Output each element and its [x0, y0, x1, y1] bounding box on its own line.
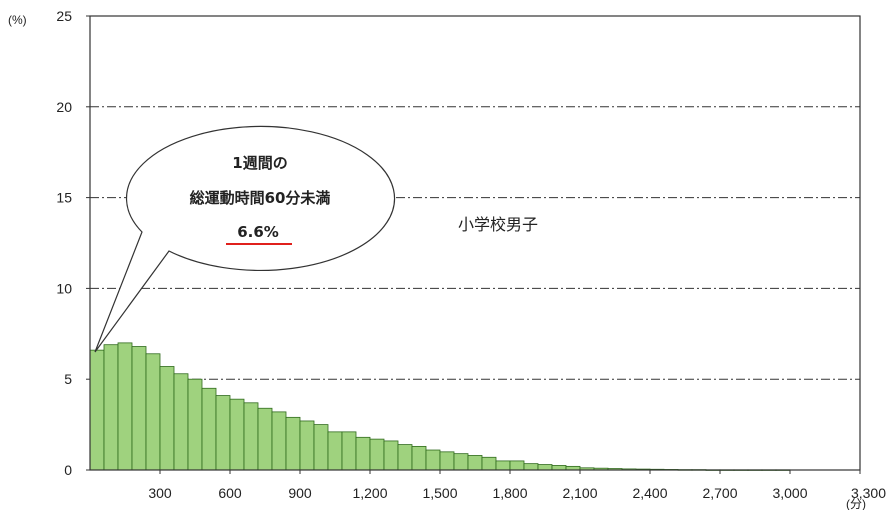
bar-5	[159, 366, 175, 471]
bar-14	[285, 416, 301, 471]
x-tick-label-5: 1,800	[492, 485, 527, 501]
bar-16	[313, 424, 329, 471]
x-tick-label-0: 300	[148, 485, 172, 501]
y-tick-labels: 0 5 10 15 20 25	[56, 8, 90, 478]
bar-23	[411, 445, 427, 471]
bar-20	[369, 438, 385, 471]
bar-30	[509, 460, 525, 471]
y-tick-label-1: 5	[64, 371, 72, 387]
bar-24	[425, 449, 441, 471]
bar-8	[201, 387, 217, 471]
bar-13	[271, 411, 287, 471]
x-tick-label-8: 2,700	[702, 485, 737, 501]
callout-bubble	[94, 125, 396, 353]
x-tick-label-10: 3,300	[851, 485, 886, 501]
bar-28	[481, 456, 497, 471]
bar-26	[453, 453, 469, 471]
x-tick-label-9: 3,000	[772, 485, 807, 501]
callout-value: 6.6%	[237, 223, 279, 241]
x-tick-label-4: 1,500	[422, 485, 457, 501]
x-tick-label-3: 1,200	[352, 485, 387, 501]
bar-7	[187, 378, 203, 471]
x-tick-labels: 300 600 900 1,200 1,500 1,800 2,100 2,400 2,700 3…	[148, 470, 886, 501]
bar-11	[243, 402, 259, 471]
y-tick-label-3: 15	[56, 190, 72, 206]
y-unit-label: (%)	[8, 13, 27, 27]
plot-frame	[89, 15, 861, 471]
bar-29	[495, 460, 511, 471]
x-tick-label-6: 2,100	[562, 485, 597, 501]
bar-2	[117, 342, 133, 471]
bar-10	[229, 398, 245, 471]
callout: 1週間の 総運動時間60分未満 6.6%	[94, 125, 396, 353]
bar-21	[383, 440, 399, 471]
bar-25	[439, 451, 455, 471]
bar-31	[523, 463, 539, 471]
bar-12	[257, 407, 273, 471]
bar-4	[145, 353, 161, 471]
bar-3	[131, 346, 147, 471]
callout-line-2: 総運動時間60分未満	[190, 189, 331, 207]
y-tick-label-2: 10	[56, 280, 72, 296]
bar-series	[89, 342, 791, 471]
bar-27	[467, 455, 483, 471]
y-tick-label-5: 25	[56, 8, 72, 24]
series-label: 小学校男子	[458, 215, 538, 234]
bar-32	[537, 464, 553, 471]
x-tick-label-7: 2,400	[632, 485, 667, 501]
bar-1	[103, 344, 119, 471]
y-tick-label-4: 20	[56, 99, 72, 115]
bar-33	[551, 465, 567, 471]
bar-6	[173, 373, 189, 471]
bar-9	[215, 395, 231, 471]
bar-0	[89, 349, 105, 471]
bar-19	[355, 436, 371, 471]
bar-18	[341, 431, 357, 471]
bar-17	[327, 431, 343, 471]
callout-line-1: 1週間の	[232, 154, 287, 172]
y-tick-label-0: 0	[64, 462, 72, 478]
grid-lines	[90, 106, 860, 380]
bar-22	[397, 444, 413, 471]
bar-15	[299, 420, 315, 471]
x-unit-label: (分)	[846, 497, 866, 510]
x-tick-label-2: 900	[288, 485, 312, 501]
x-tick-label-1: 600	[218, 485, 242, 501]
